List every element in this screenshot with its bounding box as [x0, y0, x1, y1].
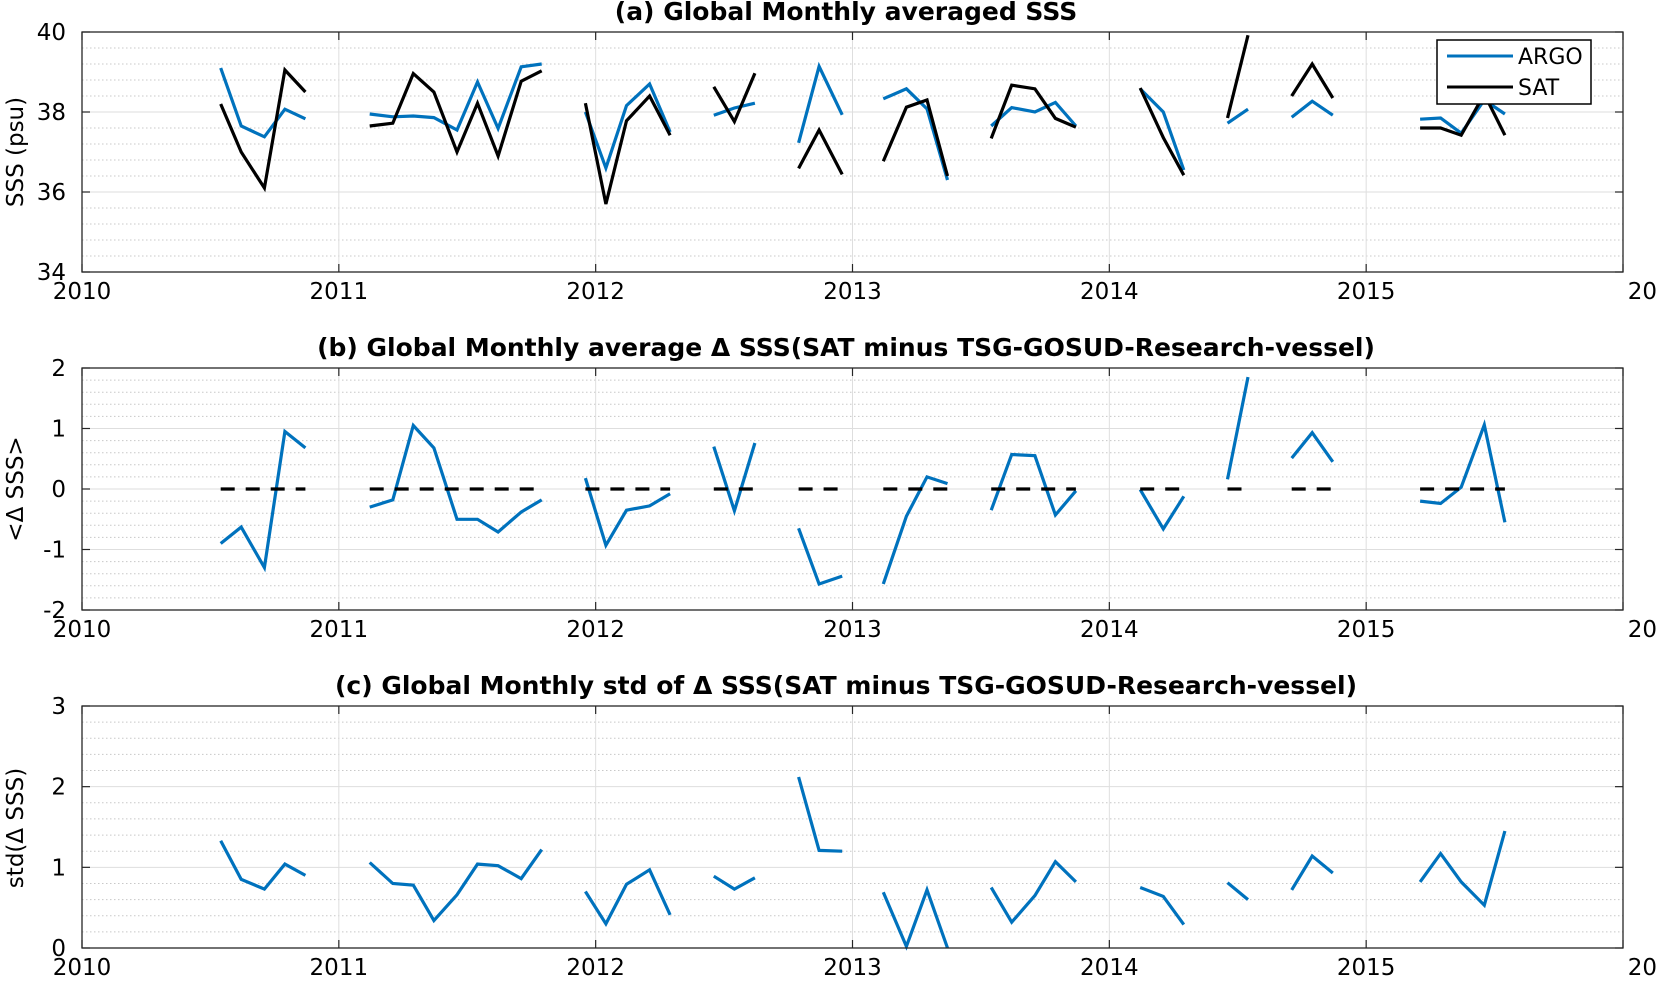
- panel-b-series-delta-segment: [989, 452, 1078, 519]
- panel-c-ylabel: std(Δ SSS): [3, 768, 29, 888]
- x-tick-label: 2012: [566, 617, 625, 643]
- y-tick-label: -2: [43, 598, 66, 624]
- x-tick-label: 2016: [1628, 955, 1656, 981]
- y-tick-label: 2: [51, 775, 66, 801]
- x-tick-label: 2014: [1080, 617, 1139, 643]
- x-tick-label: 2011: [310, 279, 369, 305]
- x-tick-label: 2011: [310, 955, 369, 981]
- panel-c-series-delta-segment: [712, 874, 756, 891]
- panel-b-series-delta-segment: [369, 422, 543, 534]
- panel-a-series-sat-segment: [1225, 34, 1250, 119]
- y-tick-label: 0: [51, 936, 66, 962]
- x-tick-label: 2012: [566, 279, 625, 305]
- panel-a-series-sat-segment: [712, 72, 757, 126]
- panel-a-series-argo-segment: [882, 86, 950, 181]
- panel-a-series-sat-segment: [1138, 87, 1186, 176]
- x-tick-label: 2013: [823, 279, 882, 305]
- x-tick-label: 2015: [1337, 279, 1396, 305]
- panel-a-ylabel: SSS (psu): [3, 97, 29, 207]
- x-tick-label: 2010: [53, 617, 112, 643]
- legend-label-argo: ARGO: [1518, 45, 1583, 70]
- panel-b-series-delta-segment: [1138, 488, 1186, 532]
- panel-b-ylabel: <Δ SSS>: [3, 436, 29, 541]
- x-tick-label: 2014: [1080, 279, 1139, 305]
- panel-a-series-argo-segment: [1290, 99, 1334, 119]
- panel-c-series-delta-segment: [219, 839, 307, 892]
- panel-b-series-delta-segment: [1290, 430, 1335, 463]
- panel-c-series-delta-segment: [1226, 881, 1250, 901]
- x-tick-label: 2010: [53, 955, 112, 981]
- panel-a-series-argo-segment: [583, 81, 672, 173]
- panel-c-series-delta-segment: [1290, 853, 1334, 891]
- panel-b-series-delta-segment: [797, 527, 843, 587]
- panel-a-series-argo-segment: [990, 100, 1078, 128]
- panel-a-series-sat-segment: [989, 83, 1077, 139]
- y-tick-label: 0: [51, 477, 66, 503]
- x-tick-label: 2011: [310, 617, 369, 643]
- panel-c-series-delta-segment: [881, 885, 950, 951]
- y-tick-label: -1: [43, 538, 66, 564]
- panel-b-series-delta-segment: [712, 442, 757, 517]
- y-tick-label: 34: [37, 260, 66, 286]
- panel-a-series-argo-segment: [797, 61, 844, 144]
- panel-c-series-delta-segment: [1139, 886, 1186, 926]
- panel-a-series-sat-segment: [797, 126, 844, 176]
- panel-a-series-sat-segment: [219, 66, 307, 193]
- panel-a-series-sat-segment: [1290, 60, 1335, 99]
- panel-b-series-delta-segment: [881, 474, 948, 585]
- panel-b-title: (b) Global Monthly average Δ SSS(SAT min…: [317, 333, 1375, 362]
- panel-c-series-delta-segment: [797, 776, 843, 853]
- panel-a-series-sat-segment: [583, 93, 672, 205]
- panel-c: (c) Global Monthly std of Δ SSS(SAT minu…: [3, 671, 1656, 981]
- legend-box: [1436, 39, 1592, 105]
- panel-b-series-delta-segment: [1225, 376, 1250, 480]
- panel-c-title: (c) Global Monthly std of Δ SSS(SAT minu…: [335, 671, 1357, 700]
- x-tick-label: 2015: [1337, 955, 1396, 981]
- x-tick-label: 2015: [1337, 617, 1396, 643]
- panel-a: (a) Global Monthly averaged SSS 2010 2011…: [3, 0, 1656, 305]
- panel-a-series-argo-segment: [1226, 107, 1249, 125]
- panel-a-series-sat-segment: [881, 97, 950, 177]
- x-tick-label: 2013: [823, 955, 882, 981]
- panel-b-series-delta-segment: [219, 428, 307, 573]
- y-tick-label: 1: [51, 855, 66, 881]
- panel-b-series-delta-segment: [583, 477, 671, 550]
- y-tick-label: 1: [51, 417, 66, 443]
- y-tick-label: 3: [51, 694, 66, 720]
- x-tick-label: 2016: [1628, 617, 1656, 643]
- y-tick-label: 40: [37, 20, 66, 46]
- panel-a-series-argo-segment: [219, 67, 307, 139]
- y-tick-label: 36: [37, 180, 66, 206]
- x-tick-label: 2012: [566, 955, 625, 981]
- panel-a-series-argo-segment: [713, 101, 756, 117]
- panel-c-series-delta-segment: [989, 859, 1078, 925]
- legend-label-sat: SAT: [1518, 76, 1560, 101]
- panel-a-title: (a) Global Monthly averaged SSS: [615, 0, 1077, 26]
- panel-a-series-sat-segment: [1420, 90, 1507, 138]
- x-tick-label: 2016: [1628, 279, 1656, 305]
- y-tick-label: 38: [37, 100, 66, 126]
- panel-b-series-delta-segment: [1419, 419, 1507, 523]
- panel-c-series-delta-segment: [368, 848, 544, 924]
- x-tick-label: 2013: [823, 617, 882, 643]
- panel-b: (b) Global Monthly average Δ SSS(SAT min…: [3, 333, 1656, 643]
- x-tick-label: 2014: [1080, 955, 1139, 981]
- panel-c-series-delta-segment: [1418, 830, 1507, 909]
- panel-a-series-sat-segment: [369, 69, 543, 161]
- panel-c-series-delta-segment: [584, 867, 672, 927]
- panel-a-series-argo-segment: [1139, 87, 1186, 171]
- x-tick-label: 2010: [53, 279, 112, 305]
- legend: ARGO SAT: [1436, 39, 1592, 105]
- y-tick-label: 2: [51, 356, 66, 382]
- panel-a-series-argo-segment: [369, 62, 542, 133]
